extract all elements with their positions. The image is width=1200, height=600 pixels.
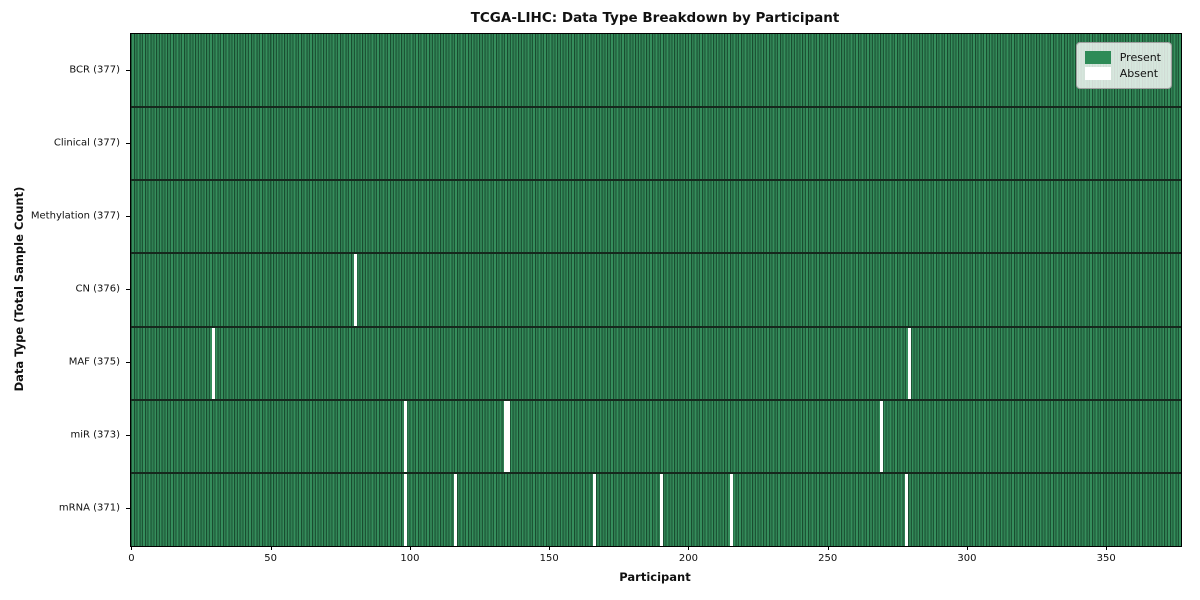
y-tick-label-MAF: MAF (375)	[68, 356, 120, 368]
x-tick-mark	[966, 546, 968, 550]
plot-area: Present Absent	[130, 33, 1182, 547]
legend-label: Present	[1119, 51, 1161, 64]
absent-mark-mRNA-190	[660, 472, 663, 546]
x-axis-label: Participant	[619, 570, 691, 584]
y-tick-mark	[126, 215, 130, 217]
x-tick-mark	[827, 546, 829, 550]
y-tick-label-CN: CN (376)	[75, 283, 120, 295]
x-tick-label-150: 150	[539, 553, 559, 564]
y-tick-label-Methylation: Methylation (377)	[30, 210, 120, 222]
chart-title: TCGA-LIHC: Data Type Breakdown by Partic…	[470, 10, 840, 26]
absent-mark-miR-135	[506, 399, 510, 473]
x-tick-label-100: 100	[400, 553, 420, 564]
x-tick-mark	[688, 546, 690, 550]
row-divider	[131, 398, 1181, 401]
x-tick-label-250: 250	[818, 553, 838, 564]
x-tick-label-300: 300	[957, 553, 977, 564]
x-tick-mark	[1106, 546, 1108, 550]
absent-mark-mRNA-116	[454, 472, 457, 546]
y-tick-label-BCR: BCR (377)	[69, 64, 120, 76]
x-tick-label-50: 50	[264, 553, 278, 564]
absent-mark-miR-269	[880, 399, 883, 473]
row-divider	[131, 106, 1181, 109]
y-tick-label-miR: miR (373)	[70, 429, 120, 441]
x-tick-mark	[549, 546, 551, 550]
row-divider	[131, 471, 1181, 474]
absent-mark-mRNA-278	[905, 472, 909, 546]
absent-mark-mRNA-215	[729, 472, 733, 546]
absent-mark-CN-80	[353, 253, 357, 327]
x-tick-mark	[131, 546, 133, 550]
y-tick-mark	[126, 362, 130, 364]
y-tick-mark	[126, 142, 130, 144]
y-tick-mark	[126, 508, 130, 510]
y-tick-mark	[126, 69, 130, 71]
row-divider	[131, 179, 1181, 182]
row-divider	[131, 252, 1181, 255]
absent-mark-MAF-279	[908, 326, 911, 400]
legend-item-present: Present	[1084, 51, 1161, 64]
y-tick-label-mRNA: mRNA (371)	[58, 502, 120, 514]
legend-label: Absent	[1119, 67, 1159, 80]
legend: Present Absent	[1075, 42, 1172, 89]
absent-mark-miR-134	[504, 399, 507, 473]
y-tick-mark	[126, 435, 130, 437]
absent-mark-miR-98	[403, 399, 407, 473]
x-tick-label-350: 350	[1096, 553, 1116, 564]
legend-swatch-present	[1084, 51, 1111, 64]
absent-mark-MAF-29	[211, 326, 215, 400]
legend-swatch-absent	[1084, 67, 1111, 80]
absent-mark-mRNA-98	[403, 472, 407, 546]
y-tick-mark	[126, 289, 130, 290]
x-tick-mark	[409, 546, 411, 550]
x-axis: 0 50 100 150 200 250 300 350	[128, 546, 1180, 572]
y-axis: BCR (377) Clinical (377) Methylation (377)…	[0, 33, 130, 545]
x-tick-label-200: 200	[678, 553, 698, 564]
x-tick-label-0: 0	[128, 553, 135, 564]
x-tick-mark	[270, 546, 272, 550]
absent-mark-mRNA-166	[593, 472, 597, 546]
row-divider	[131, 325, 1181, 328]
legend-item-absent: Absent	[1084, 67, 1161, 80]
y-tick-label-Clinical: Clinical (377)	[53, 137, 120, 149]
